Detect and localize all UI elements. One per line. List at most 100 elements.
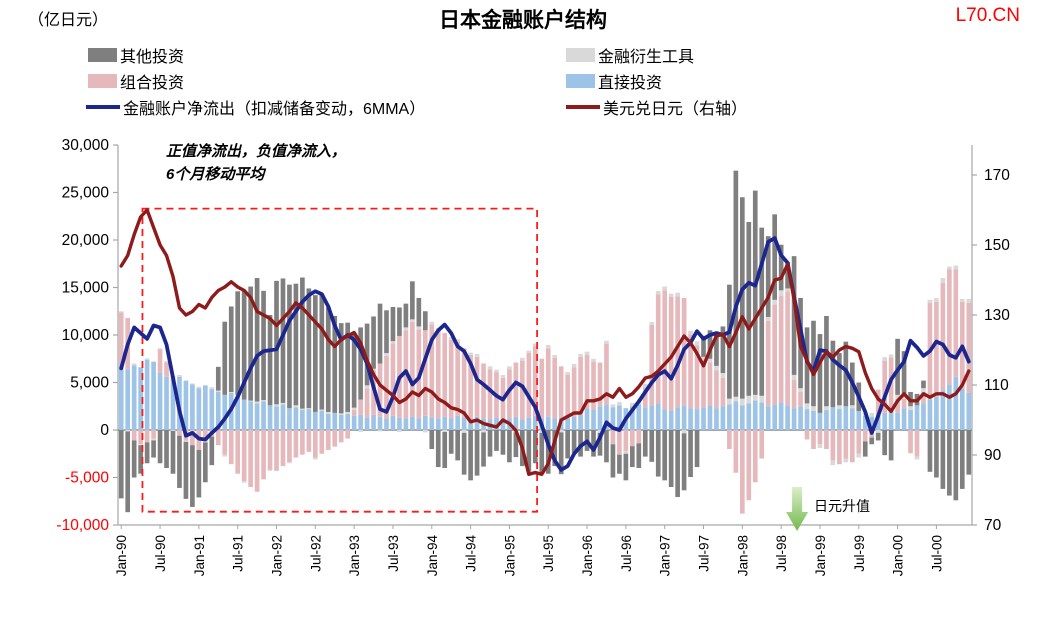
bar-segment-other [215, 366, 221, 391]
bar-segment-portfolio [707, 362, 713, 406]
bar-segment-derivatives [377, 430, 383, 432]
bar-segment-direct [300, 410, 305, 430]
bar-segment-other [241, 290, 247, 400]
bar-segment-direct [138, 367, 143, 430]
bar-segment-direct [953, 376, 959, 430]
bar-segment-portfolio [921, 392, 926, 404]
bar-segment-derivatives [325, 411, 331, 414]
bar-segment-direct [164, 376, 169, 430]
bar-segment-other [953, 430, 959, 501]
down-arrow-icon [786, 487, 809, 531]
other-investment-swatch [88, 48, 117, 62]
bar-segment-direct [765, 406, 771, 430]
bar-segment-other [681, 433, 687, 491]
bar-segment-derivatives [882, 357, 887, 361]
bar-segment-other [791, 256, 797, 375]
bar-segment-direct [312, 411, 318, 430]
bar-segment-portfolio [131, 430, 137, 441]
bar-segment-other [377, 303, 383, 364]
bar-segment-direct [364, 417, 370, 430]
bar-segment-direct [785, 405, 790, 430]
bar-segment-portfolio [138, 430, 143, 445]
bar-segment-derivatives [345, 411, 351, 414]
watermark: L70.CN [955, 5, 1020, 26]
bar-segment-portfolio [636, 430, 642, 444]
legend-label: 其他投资 [120, 49, 185, 66]
bar-segment-other [604, 430, 609, 463]
x-axis-label: Jan-94 [425, 535, 440, 577]
bar-segment-other [759, 227, 765, 396]
bar-segment-derivatives [164, 361, 169, 363]
bar-segment-other [701, 335, 706, 357]
bar-segment-derivatives [118, 311, 124, 313]
bar-segment-portfolio [351, 410, 357, 416]
bar-segment-other [947, 430, 952, 496]
usdjpy-line-swatch [566, 105, 600, 109]
bar-segment-direct [403, 418, 409, 430]
bar-segment-direct [435, 418, 441, 430]
bar-segment-other [765, 236, 771, 317]
bar-segment-other [164, 430, 169, 468]
bar-segment-other [332, 316, 338, 413]
bar-segment-derivatives [481, 430, 486, 433]
bar-segment-portfolio [947, 269, 952, 385]
bar-segment-other [390, 306, 396, 342]
x-axis-label: Jul-91 [231, 535, 246, 572]
bar-segment-derivatives [630, 402, 635, 407]
bar-segment-other [837, 353, 842, 406]
bar-segment-direct [170, 380, 176, 430]
bar-segment-derivatives [448, 336, 454, 340]
bar-segment-portfolio [830, 430, 836, 461]
bar-segment-direct [203, 385, 208, 430]
bar-segment-direct [746, 403, 752, 430]
bar-segment-other [694, 430, 700, 468]
bar-segment-direct [319, 411, 325, 430]
bar-segment-other [481, 432, 486, 467]
bar-segment-other [746, 221, 752, 396]
bar-segment-portfolio [332, 430, 338, 447]
left-axis-label: 15,000 [62, 280, 110, 297]
bar-segment-portfolio [571, 367, 577, 417]
bar-segment-derivatives [461, 430, 467, 433]
bar-segment-derivatives [591, 358, 596, 362]
bar-segment-portfolio [714, 370, 719, 409]
bar-segment-derivatives [617, 401, 622, 406]
bar-segment-direct [798, 406, 803, 430]
left-axis-label: 5,000 [70, 375, 109, 392]
bar-segment-derivatives [578, 354, 583, 357]
bar-segment-other [500, 430, 506, 455]
bar-segment-portfolio [422, 330, 428, 416]
dashed-highlight-box [141, 207, 539, 513]
bar-segment-derivatives [203, 441, 208, 443]
bar-segment-other [617, 454, 622, 474]
bar-segment-direct [630, 406, 635, 430]
bar-segment-direct [843, 406, 849, 430]
x-axis-label: Jul-97 [697, 535, 712, 572]
bar-segment-portfolio [617, 430, 622, 455]
bar-segment-other [591, 430, 596, 457]
bar-segment-portfolio [791, 379, 797, 409]
bar-segment-direct [610, 407, 616, 430]
bar-segment-direct [274, 406, 279, 430]
left-axis-label: 25,000 [62, 185, 110, 202]
bar-segment-other [287, 284, 292, 409]
bar-segment-other [642, 430, 648, 457]
bar-segment-direct [384, 418, 389, 430]
bar-segment-other [934, 430, 939, 478]
bar-segment-portfolio [144, 430, 150, 443]
chart-annotation: 正值净流出，负值净流入， 6个月移动平均 [166, 140, 346, 187]
bar-segment-portfolio [345, 430, 351, 439]
bar-segment-direct [739, 405, 745, 430]
page-title: 日本金融账户结构 [439, 9, 607, 32]
bar-segment-other [959, 430, 965, 489]
bar-segment-derivatives [248, 400, 253, 402]
bar-segment-other [222, 321, 228, 395]
bar-segment-portfolio [552, 357, 558, 419]
bar-segment-portfolio [461, 348, 467, 418]
bar-segment-direct [293, 407, 299, 430]
bar-segment-direct [694, 409, 700, 430]
bar-segment-other [558, 432, 564, 475]
bar-segment-direct [474, 416, 480, 430]
legend-label: 组合投资 [120, 75, 185, 92]
